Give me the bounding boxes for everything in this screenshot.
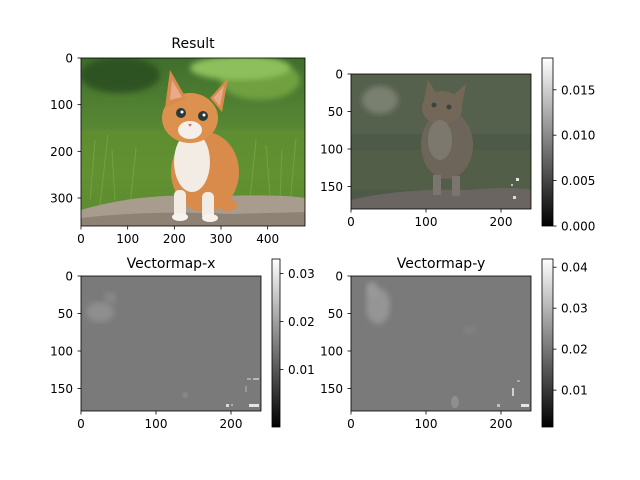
colorbar-tick-label: 0.005	[561, 174, 595, 188]
xtick-label: 200	[220, 417, 243, 431]
kitten-photo-image	[81, 58, 305, 226]
xtick-label: 200	[163, 232, 186, 246]
colorbar-vectormap-y	[541, 258, 554, 428]
panel-result-axes: 0 100 200 300 400 0 100 200 300	[50, 52, 279, 247]
panel-vectormap-x-axes: 0 100 200 0 50 100 150	[50, 270, 242, 432]
xtick-label: 0	[347, 417, 355, 431]
ytick-label: 0	[335, 68, 343, 82]
colorbar-tick-label: 0.01	[288, 363, 315, 377]
ytick-label: 150	[320, 180, 343, 194]
ytick-label: 50	[328, 105, 343, 119]
colorbar-vectormap-y-ticks: 0.01 0.02 0.03 0.04	[553, 261, 588, 398]
colorbar-tick-label: 0.04	[561, 261, 588, 275]
xtick-label: 100	[415, 417, 438, 431]
panel-result-title: Result	[171, 36, 215, 52]
xtick-label: 400	[256, 232, 279, 246]
xtick-label: 200	[490, 215, 513, 229]
panel-result: Result	[50, 36, 306, 247]
xtick-label: 300	[210, 232, 233, 246]
xtick-label: 100	[145, 417, 168, 431]
xtick-label: 200	[490, 417, 513, 431]
ytick-label: 100	[50, 98, 73, 112]
panel-heatmap-top-axes: 0 100 200 0 50 100 150	[320, 68, 512, 230]
xtick-label: 0	[347, 215, 355, 229]
colorbar-tick-label: 0.03	[288, 267, 315, 281]
xtick-label: 100	[116, 232, 139, 246]
xtick-label: 100	[415, 215, 438, 229]
colorbar-tick-label: 0.02	[288, 315, 315, 329]
ytick-label: 50	[58, 307, 73, 321]
panel-vectormap-y-axes: 0 100 200 0 50 100 150	[320, 270, 512, 432]
vectormap-y-image	[351, 276, 531, 411]
heatmap-top-image	[351, 74, 531, 209]
xtick-label: 0	[77, 417, 85, 431]
colorbar-tick-label: 0.01	[561, 384, 588, 398]
ytick-label: 100	[320, 143, 343, 157]
vectormap-x-image	[81, 276, 261, 411]
ytick-label: 300	[50, 192, 73, 206]
ytick-label: 0	[65, 270, 73, 284]
panel-heatmap-top: 0 100 200 0 50 100 150 0.000 0.005 0.010 0.015	[320, 57, 595, 234]
panel-vectormap-y-title: Vectormap-y	[397, 256, 486, 272]
xtick-label: 0	[77, 232, 85, 246]
ytick-label: 0	[65, 52, 73, 66]
ytick-label: 200	[50, 145, 73, 159]
ytick-label: 150	[50, 382, 73, 396]
colorbar-tick-label: 0.010	[561, 129, 595, 143]
colorbar-tick-label: 0.000	[561, 220, 595, 234]
colorbar-vectormap-x-ticks: 0.01 0.02 0.03	[280, 267, 315, 377]
ytick-label: 50	[328, 307, 343, 321]
panel-vectormap-x-title: Vectormap-x	[127, 256, 216, 272]
ytick-label: 150	[320, 382, 343, 396]
ytick-label: 100	[50, 345, 73, 359]
colorbar-vectormap-x	[271, 258, 281, 428]
colorbar-tick-label: 0.015	[561, 83, 595, 97]
ytick-label: 0	[335, 270, 343, 284]
colorbar-top	[541, 57, 554, 227]
colorbar-top-ticks: 0.000 0.005 0.010 0.015	[553, 83, 595, 234]
ytick-label: 100	[320, 345, 343, 359]
colorbar-tick-label: 0.03	[561, 302, 588, 316]
colorbar-tick-label: 0.02	[561, 343, 588, 357]
